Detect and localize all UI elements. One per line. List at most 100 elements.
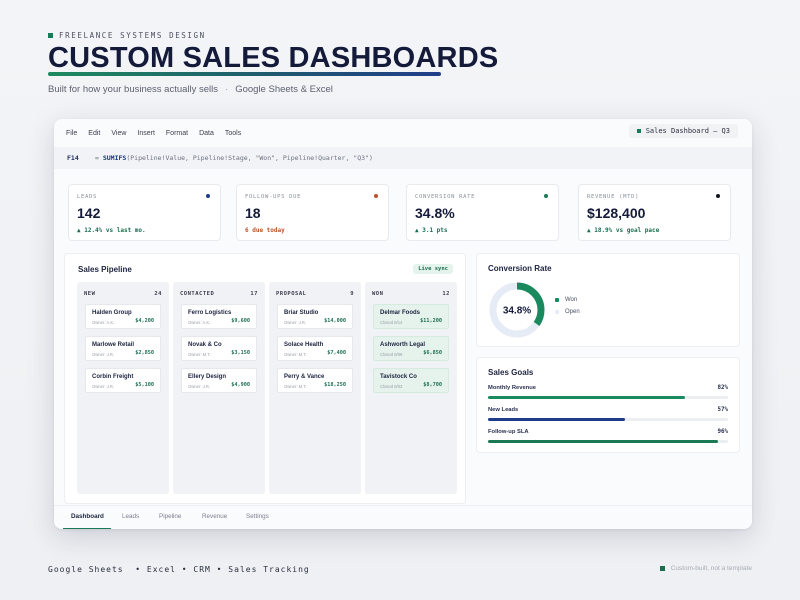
conversion-donut: 34.8% (489, 282, 545, 338)
deal-name: Perry & Vance (284, 374, 325, 380)
hero-underline (48, 72, 441, 76)
menu-tools[interactable]: Tools (224, 130, 242, 137)
legend-label: Won (565, 297, 578, 303)
hero-subtitle-left: Built for how your business actually sel… (48, 84, 219, 95)
deal-card[interactable]: Ellery Design Owner: J.R. $4,900 (181, 368, 257, 393)
menu-format[interactable]: Format (165, 130, 189, 137)
goal-label: Monthly Revenue (488, 385, 536, 391)
kpi-label: LEADS (77, 194, 98, 200)
sheet-tabs: Dashboard Leads Pipeline Revenue Setting… (54, 505, 752, 529)
deal-owner: Owner: J.R. (92, 384, 115, 389)
deal-name: Marlowe Retail (92, 342, 135, 348)
goals-title: Sales Goals (488, 368, 534, 377)
conversion-rate-panel: Conversion Rate 34.8% Won Open (476, 253, 740, 347)
deal-name: Ellery Design (188, 374, 227, 380)
deal-card[interactable]: Perry & Vance Owner: M.T. $18,250 (277, 368, 353, 393)
formula-args: (Pipeline!Value, Pipeline!Stage, "Won", … (126, 154, 373, 162)
conversion-legend: Won Open (555, 297, 580, 321)
column-header: NEW 24 (84, 291, 162, 297)
deal-amount: $9,600 (231, 318, 250, 324)
tab-pipeline[interactable]: Pipeline (159, 513, 182, 520)
hero-subtitle-right: Google Sheets & Excel (235, 84, 333, 95)
file-title-chip[interactable]: Sales Dashboard — Q3 (628, 124, 738, 138)
deal-owner: Owner: M.T. (188, 352, 211, 357)
kpi-delta: 6 due today (245, 227, 285, 234)
kpi-label: FOLLOW-UPS DUE (245, 194, 302, 200)
formula-function: SUMIFS (102, 154, 127, 162)
deal-amount: $6,850 (423, 350, 442, 356)
deal-card[interactable]: Corbin Freight Owner: J.R. $5,100 (85, 368, 161, 393)
tab-revenue[interactable]: Revenue (202, 513, 228, 520)
formula-bar[interactable]: F14 = SUMIFS(Pipeline!Value, Pipeline!St… (54, 147, 752, 169)
sales-pipeline-panel: Sales Pipeline Live sync NEW 24 Halden G… (64, 253, 466, 504)
file-title: Sales Dashboard — Q3 (645, 127, 730, 135)
deal-amount: $2,850 (135, 350, 154, 356)
goal-progress-fill (488, 396, 685, 399)
legend-label: Open (565, 309, 580, 315)
deal-amount: $7,400 (327, 350, 346, 356)
deal-card[interactable]: Marlowe Retail Owner: J.R. $2,850 (85, 336, 161, 361)
deal-card[interactable]: Solace Health Owner: M.T. $7,400 (277, 336, 353, 361)
kpi-delta: ▲ 18.9% vs goal pace (587, 227, 660, 234)
eyebrow-text: FREELANCE SYSTEMS DESIGN (59, 31, 206, 40)
deal-card-won[interactable]: Ashworth Legal Closed 8/09 $6,850 (373, 336, 449, 361)
conversion-title: Conversion Rate (488, 264, 552, 273)
deal-amount: $14,000 (324, 318, 346, 324)
column-name: NEW (84, 291, 96, 297)
donut-won-arc (489, 282, 545, 338)
deal-card[interactable]: Briar Studio Owner: J.R. $14,000 (277, 304, 353, 329)
kpi-indicator-dot (544, 194, 548, 198)
goal-percent: 57% (717, 407, 728, 413)
deal-amount: $11,200 (420, 318, 442, 324)
tab-dashboard[interactable]: Dashboard (71, 513, 104, 520)
menu-edit[interactable]: Edit (88, 130, 101, 137)
eyebrow-dot (48, 33, 53, 38)
deal-closed-date: Closed 8/09 (380, 352, 403, 357)
deal-card-won[interactable]: Delmar Foods Closed 8/14 $11,200 (373, 304, 449, 329)
formula-text[interactable]: = SUMIFS(Pipeline!Value, Pipeline!Stage,… (95, 154, 373, 162)
deal-card[interactable]: Ferro Logistics Owner: A.K. $9,600 (181, 304, 257, 329)
kpi-card-revenue: REVENUE (MTD) $128,400 ▲ 18.9% vs goal p… (578, 184, 731, 241)
cell-reference[interactable]: F14 (67, 154, 79, 162)
column-header: PROPOSAL 9 (276, 291, 354, 297)
deal-card-won[interactable]: Tavistock Co Closed 8/03 $8,700 (373, 368, 449, 393)
pipeline-column-proposal: PROPOSAL 9 Briar Studio Owner: J.R. $14,… (269, 282, 361, 494)
column-count: 12 (442, 291, 450, 297)
footer-tags: Google Sheets • Excel • CRM • Sales Trac… (48, 565, 310, 574)
menu-data[interactable]: Data (199, 130, 214, 137)
tab-settings[interactable]: Settings (246, 513, 269, 520)
tab-leads[interactable]: Leads (122, 513, 140, 520)
deal-card[interactable]: Novak & Co Owner: M.T. $3,150 (181, 336, 257, 361)
legend-swatch (555, 310, 559, 314)
pipeline-column-won: WON 12 Delmar Foods Closed 8/14 $11,200 … (365, 282, 457, 494)
deal-name: Halden Group (92, 310, 132, 316)
deal-name: Tavistock Co (380, 374, 417, 380)
live-sync-badge: Live sync (413, 264, 453, 274)
deal-owner: Owner: J.R. (188, 384, 211, 389)
column-name: CONTACTED (180, 291, 215, 297)
menu-view[interactable]: View (111, 130, 127, 137)
legend-item-open: Open (555, 309, 580, 315)
deal-owner: Owner: M.T. (284, 384, 307, 389)
deal-owner: Owner: A.K. (188, 320, 211, 325)
goal-percent: 96% (717, 429, 728, 435)
deal-name: Ferro Logistics (188, 310, 232, 316)
menu-file[interactable]: File (66, 130, 78, 137)
column-count: 9 (350, 291, 354, 297)
deal-amount: $8,700 (423, 382, 442, 388)
kpi-indicator-dot (716, 194, 720, 198)
menu-insert[interactable]: Insert (137, 130, 155, 137)
kpi-value: 18 (245, 205, 261, 221)
active-tab-indicator (63, 528, 111, 529)
pipeline-title: Sales Pipeline (78, 265, 132, 274)
pipeline-column-contacted: CONTACTED 17 Ferro Logistics Owner: A.K.… (173, 282, 265, 494)
kpi-delta: ▲ 12.4% vs last mo. (77, 227, 146, 234)
kpi-card-leads: LEADS 142 ▲ 12.4% vs last mo. (68, 184, 221, 241)
footer-note-icon (659, 566, 665, 571)
deal-card[interactable]: Halden Group Owner: A.K. $4,200 (85, 304, 161, 329)
deal-owner: Owner: A.K. (92, 320, 115, 325)
goal-track (488, 418, 728, 421)
goal-progress-fill (488, 440, 719, 443)
column-name: WON (372, 291, 384, 297)
footer-note-text: Custom-built, not a template (670, 565, 752, 572)
